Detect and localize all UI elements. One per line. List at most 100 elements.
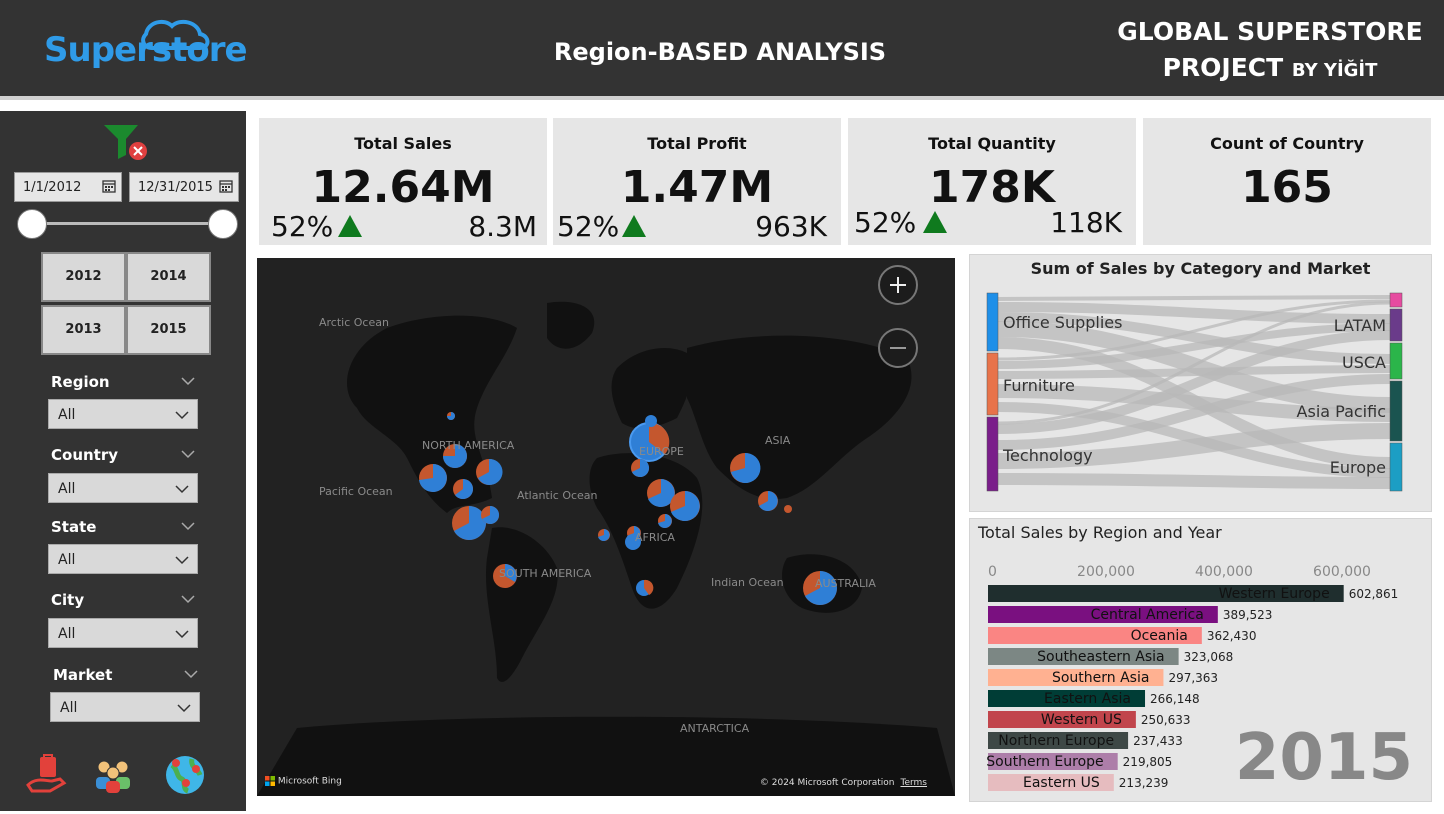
market-dropdown[interactable]: All: [50, 692, 200, 722]
globe-pins-icon[interactable]: [162, 751, 208, 797]
node-technology[interactable]: [986, 416, 999, 492]
start-date-input[interactable]: 1/1/2012: [14, 172, 122, 202]
pie-bubble[interactable]: [625, 534, 641, 550]
map-label-asia: ASIA: [765, 434, 791, 447]
node-asia-pacific[interactable]: [1389, 380, 1403, 442]
pie-bubble[interactable]: [730, 452, 761, 483]
calendar-icon[interactable]: [102, 179, 116, 193]
node-office-supplies[interactable]: [986, 292, 999, 352]
pie-bubble[interactable]: [453, 479, 473, 500]
bar-eastern-us[interactable]: [988, 774, 1114, 791]
pie-bubble[interactable]: [493, 564, 517, 588]
year-button-2012[interactable]: 2012: [41, 252, 126, 302]
pie-bubble[interactable]: [647, 479, 675, 507]
zoom-in-button[interactable]: [878, 265, 918, 305]
pie-bubble[interactable]: [419, 464, 447, 492]
year-button-2015[interactable]: 2015: [126, 305, 211, 355]
city-dropdown[interactable]: All: [48, 618, 198, 648]
city-slicer-label: City: [51, 591, 85, 609]
project-author: BY YİĞİT: [1291, 60, 1378, 81]
clear-filter-icon[interactable]: [100, 121, 150, 161]
page-title: Region-BASED ANALYSIS: [553, 38, 887, 66]
pie-bubble[interactable]: [758, 491, 778, 511]
pie-bubble[interactable]: [476, 458, 503, 485]
terms-link[interactable]: Terms: [900, 778, 927, 788]
pie-bubble[interactable]: [636, 579, 654, 596]
date-range-slider-track[interactable]: [32, 222, 224, 225]
country-slicer-label: Country: [51, 446, 119, 464]
map-label-indian-ocean: Indian Ocean: [711, 576, 784, 589]
shopping-bag-hand-icon[interactable]: [24, 751, 70, 797]
zoom-out-button[interactable]: [878, 328, 918, 368]
year-button-2014[interactable]: 2014: [126, 252, 211, 302]
state-dropdown[interactable]: All: [48, 544, 198, 574]
date-slider-start-handle[interactable]: [17, 209, 47, 239]
x-tick-label: 400,000: [1195, 564, 1253, 580]
bar-oceania[interactable]: [988, 627, 1202, 644]
pie-bubble[interactable]: [629, 422, 670, 462]
bar-category-label: Western US: [1041, 712, 1122, 728]
bar-western-us[interactable]: [988, 711, 1136, 728]
microsoft-logo-icon: [265, 775, 275, 786]
bar-category-label: Oceania: [1131, 628, 1188, 644]
pie-bubble[interactable]: [443, 444, 467, 468]
region-slicer-label: Region: [51, 373, 110, 391]
chevron-down-icon[interactable]: [176, 703, 192, 713]
date-slider-end-handle[interactable]: [208, 209, 238, 239]
map-label-africa: AFRICA: [635, 531, 675, 544]
bar-southern-europe[interactable]: [988, 753, 1118, 770]
chevron-down-icon[interactable]: [174, 629, 190, 639]
bar-western-europe[interactable]: [988, 585, 1344, 602]
pie-bubble[interactable]: [481, 505, 500, 524]
world-map[interactable]: Arctic Ocean NORTH AMERICA EUROPE ASIA P…: [257, 258, 955, 796]
bar-value-label: 237,433: [1133, 734, 1183, 748]
up-arrow-icon: [923, 211, 947, 233]
sankey-label-usca: USCA: [1342, 353, 1386, 372]
pie-bubble[interactable]: [658, 514, 672, 528]
pie-bubble[interactable]: [670, 491, 700, 521]
chevron-down-icon[interactable]: [174, 555, 190, 565]
node-latam[interactable]: [1389, 308, 1403, 342]
pie-bubble[interactable]: [784, 505, 792, 513]
bar-central-america[interactable]: [988, 606, 1218, 623]
node-market-top[interactable]: [1389, 292, 1403, 308]
pie-bubble[interactable]: [631, 458, 650, 477]
region-sales-bar-chart: Total Sales by Region and Year 0 200,000 4…: [969, 518, 1432, 802]
pie-bubble[interactable]: [452, 506, 486, 540]
sankey-flows: [997, 295, 1391, 489]
bar-southern-asia[interactable]: [988, 669, 1164, 686]
bar-northern-europe[interactable]: [988, 732, 1129, 749]
bar-eastern-asia[interactable]: [988, 690, 1146, 707]
bar-southeastern-asia[interactable]: [988, 648, 1179, 665]
calendar-icon[interactable]: [219, 179, 233, 193]
node-europe[interactable]: [1389, 442, 1403, 492]
bar-value-label: 389,523: [1223, 608, 1273, 622]
year-button-2013[interactable]: 2013: [41, 305, 126, 355]
chevron-down-icon[interactable]: [180, 449, 196, 459]
people-icon[interactable]: [90, 751, 136, 797]
chevron-down-icon[interactable]: [174, 410, 190, 420]
chevron-down-icon[interactable]: [180, 521, 196, 531]
pie-bubble[interactable]: [803, 571, 838, 605]
kpi-value: 12.64M: [311, 162, 495, 213]
pie-bubble[interactable]: [598, 529, 610, 541]
pie-bubble[interactable]: [447, 412, 455, 420]
chevron-down-icon[interactable]: [180, 376, 196, 386]
chevron-down-icon[interactable]: [180, 594, 196, 604]
chevron-down-icon[interactable]: [183, 669, 199, 679]
plus-icon: [890, 277, 906, 293]
country-dropdown[interactable]: All: [48, 473, 198, 503]
kpi-value: 1.47M: [620, 162, 774, 213]
bar-category-label: Eastern Asia: [1044, 691, 1131, 707]
kpi-card-count-of-country: Count of Country 165: [1143, 118, 1431, 245]
copyright-text: © 2024 Microsoft Corporation: [759, 778, 895, 788]
kpi-value: 178K: [929, 162, 1055, 213]
project-title-line1: GLOBAL SUPERSTORE: [1117, 17, 1423, 46]
pie-bubble[interactable]: [645, 415, 657, 427]
node-furniture[interactable]: [986, 352, 999, 416]
filter-sidebar: 1/1/2012 12/31/2015 2012 2014 2013 2015 …: [0, 111, 246, 811]
node-usca[interactable]: [1389, 342, 1403, 380]
region-dropdown[interactable]: All: [48, 399, 198, 429]
chevron-down-icon[interactable]: [174, 484, 190, 494]
end-date-input[interactable]: 12/31/2015: [129, 172, 239, 202]
